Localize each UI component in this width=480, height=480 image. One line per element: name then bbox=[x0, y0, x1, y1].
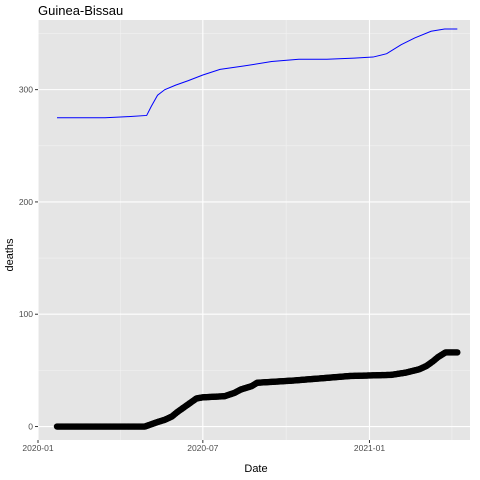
y-tick-label: 100 bbox=[19, 309, 33, 319]
plot-panel bbox=[38, 20, 470, 440]
y-tick-label: 200 bbox=[19, 197, 33, 207]
data-point bbox=[454, 349, 460, 355]
y-tick-label: 300 bbox=[19, 85, 33, 95]
y-tick-label: 0 bbox=[28, 422, 33, 432]
chart-title: Guinea-Bissau bbox=[38, 3, 123, 18]
x-tick-label: 2020-01 bbox=[22, 443, 53, 453]
x-axis-title: Date bbox=[244, 463, 267, 475]
x-tick-label: 2020-07 bbox=[187, 443, 218, 453]
y-axis-title: deaths bbox=[4, 238, 16, 272]
x-tick-label: 2021-01 bbox=[354, 443, 385, 453]
